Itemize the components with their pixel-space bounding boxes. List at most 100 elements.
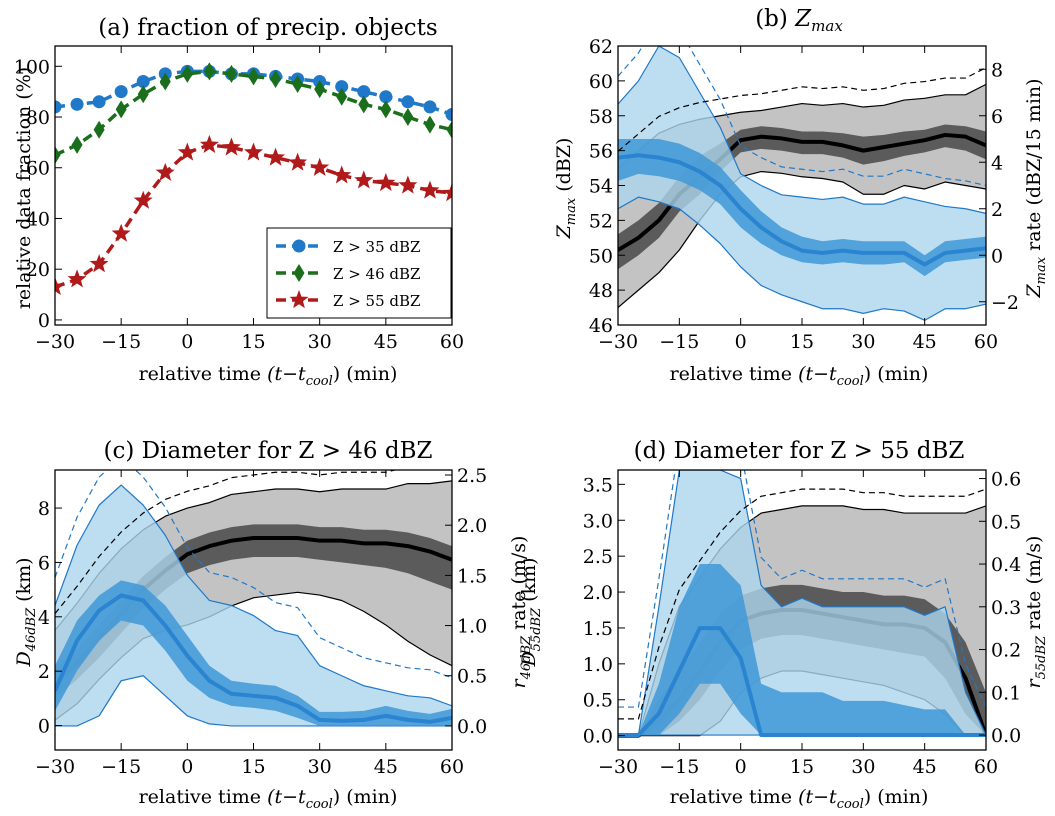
panel-b-y2label: Zmax rate (dBZ/15 min) [1023,78,1049,298]
y-tick-label: 6 [38,552,50,574]
x-tick-label: 15 [241,331,265,353]
legend-marker [292,239,306,253]
x-tick-label: 45 [374,756,398,778]
median-line [618,153,986,267]
x-tick-label: 30 [851,756,875,778]
p90-line [618,46,986,214]
x-tick-label: 15 [241,756,265,778]
data-point [221,137,241,156]
y2-tick-label: 1.5 [457,565,487,587]
x-tick-label: −15 [101,756,141,778]
y-tick-label: 56 [589,141,613,163]
data-point [354,170,374,189]
data-point [71,135,83,154]
data-point [266,147,286,166]
outer-band [55,485,452,726]
data-point [288,152,308,171]
dashed-envelope [618,488,986,720]
y-tick-label: 40 [26,208,50,230]
median-line [55,593,452,724]
y2-tick-label: 8 [991,59,1003,81]
x-tick-label: −15 [659,331,699,353]
x-tick-label: 60 [974,331,998,353]
y-tick-label: 46 [589,315,613,337]
panel-b: (b) Zmax −30 −15 0 15 30 45 604648505254565860… [553,6,1049,389]
legend-marker [293,264,305,282]
data-point [137,85,149,104]
x-tick-label: 30 [851,331,875,353]
panel-d-y2label: r55dBZ rate (m/s) [1023,536,1049,689]
inner-band [618,139,986,277]
p90-line [618,470,986,736]
data-point [136,75,150,89]
data-point [177,142,197,161]
data-point [181,64,193,83]
x-tick-label: 0 [735,331,747,353]
legend-marker [289,290,309,309]
data-point [199,134,219,154]
x-tick-label: 60 [440,331,464,353]
data-point [379,90,393,104]
y-tick-label: 58 [589,106,613,128]
data-point [402,108,414,127]
y2-tick-label: 1.0 [457,616,487,638]
data-point [89,254,109,273]
y-tick-label: 1.0 [583,654,613,676]
x-tick-label: 15 [790,331,814,353]
panel-a-plot: −30 −15 0 15 30 45 60 0 20 40 60 80 100 [14,45,464,353]
y2-tick-label: −2 [991,292,1019,314]
panel-a-ylabel: relative data fraction (%) [13,67,35,309]
x-tick-label: 30 [308,756,332,778]
data-point [55,100,62,114]
data-point [55,276,65,296]
data-point [442,183,452,202]
data-point [92,95,106,109]
panel-b-xlabel: relative time (t−tcool) (min) [670,363,929,389]
data-point [270,69,282,88]
x-tick-label: 30 [308,331,332,353]
y-tick-label: 3.0 [583,510,613,532]
x-tick-label: −15 [101,331,141,353]
data-point [398,175,418,194]
panel-c-xlabel: relative time (t−tcool) (min) [139,786,398,812]
panel-c-y2label: r46dBZ rate (m/s) [508,536,534,689]
p10-line [618,170,986,309]
panel-b-ylabel: Zmax (dBZ) [553,138,579,240]
dashed-envelope [618,67,986,152]
panel-c-plot: −30 −15 0 15 30 45 60 0 2 4 6 8 0.0 0.5 1.0 1.5 2.0 2.5 [35,465,487,778]
data-point [332,165,352,184]
y-tick-label: 8 [38,498,50,520]
y-tick-label: 100 [14,56,50,78]
panel-d-title: (d) Diameter for Z > 55 dBZ [634,438,965,464]
y-tick-label: 2 [38,661,50,683]
data-point [159,72,171,91]
y-tick-label: 3.5 [583,474,613,496]
panel-c: (c) Diameter for Z > 46 dBZ −30 −15 0 15 30 4… [13,438,534,812]
y2-tick-label: 0 [991,245,1003,267]
y2-tick-label: 0.1 [991,682,1021,704]
y-tick-label: 2.5 [583,546,613,568]
x-tick-label: 0 [181,331,193,353]
data-point [446,120,452,139]
data-point [423,100,437,114]
x-tick-label: −30 [35,756,75,778]
data-point [445,107,452,121]
panel-a-title: (a) fraction of precip. objects [98,15,437,41]
data-point [420,180,440,199]
data-point [55,146,61,165]
data-point [93,120,105,139]
data-point [67,269,87,288]
data-point [380,100,392,119]
dashed-envelope [618,470,986,708]
y2-tick-label: 6 [991,106,1003,128]
y-tick-label: 54 [589,176,613,198]
dashed-envelope [618,46,986,187]
y2-tick-label: 0.5 [991,511,1021,533]
y-tick-label: 20 [26,259,50,281]
x-tick-label: −30 [35,331,75,353]
y-tick-label: 0.5 [583,690,613,712]
x-tick-label: 60 [440,756,464,778]
data-point [292,75,304,94]
data-point [248,67,259,86]
